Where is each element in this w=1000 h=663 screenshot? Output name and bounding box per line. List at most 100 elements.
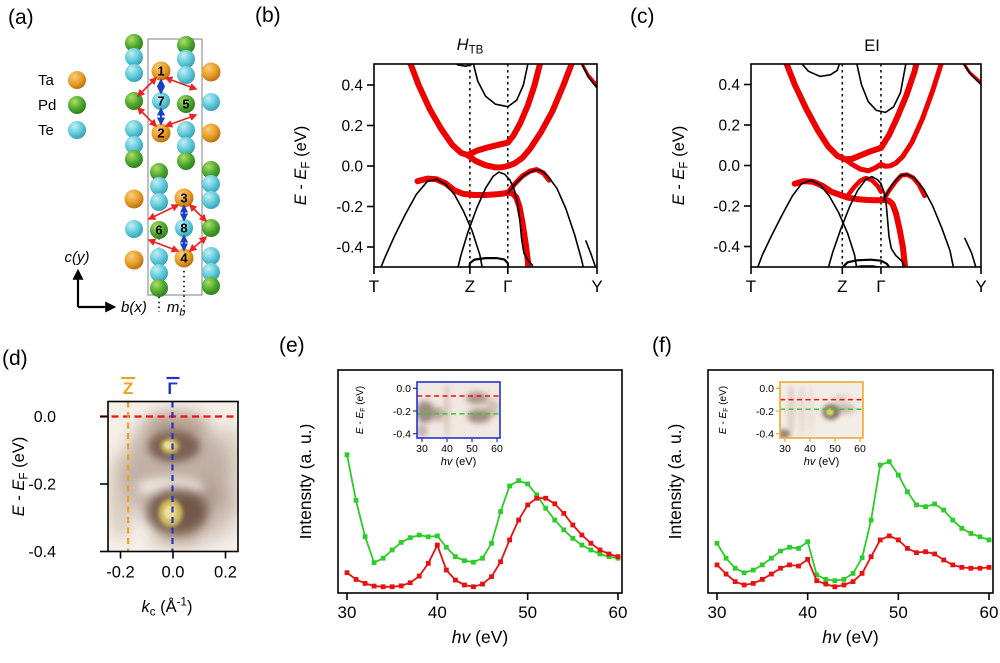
series-marker-red — [380, 584, 386, 590]
series-marker-red — [850, 579, 856, 585]
series-marker-green — [588, 547, 594, 553]
series-marker-green — [452, 554, 458, 560]
hopping-arrow-red — [188, 203, 208, 223]
series-marker-green — [534, 492, 540, 498]
band-blk — [506, 169, 585, 267]
inset-x-tick-label: 40 — [804, 443, 816, 455]
series-marker-red — [868, 554, 874, 560]
band-red — [845, 175, 884, 198]
k-tick-label: Y — [591, 277, 602, 296]
x-tick-label: 0.2 — [214, 564, 237, 582]
series-marker-red — [787, 562, 792, 568]
series-marker-red — [923, 549, 928, 555]
series-marker-green — [895, 472, 901, 478]
k-tick-label: T — [746, 277, 756, 296]
atom-te — [175, 219, 193, 237]
panel-d-label: (d) — [2, 347, 28, 370]
series-marker-red — [823, 581, 829, 587]
atom-ta — [151, 123, 171, 143]
inset-y-tick-label: -0.4 — [393, 429, 411, 441]
x-tick-label: 60 — [609, 603, 628, 622]
series-line-red — [716, 534, 990, 588]
band-blk — [801, 64, 841, 78]
k-tick-label: T — [369, 277, 379, 296]
series-marker-red — [525, 502, 531, 508]
series-marker-red — [480, 581, 485, 587]
series-marker-green — [832, 578, 838, 584]
heatmap-blob — [835, 404, 855, 414]
series-marker-green — [841, 576, 847, 582]
inset-x-axis-label: hv (eV) — [441, 456, 476, 468]
band-red — [580, 64, 597, 87]
series-marker-green — [498, 509, 503, 515]
atom-ta — [174, 188, 194, 208]
band-blk — [756, 179, 858, 267]
crystal-structure-panel: 1 7 2 5 3 8 4 6 Ta Pd Te c(y) b(x) mb — [38, 34, 221, 318]
series-marker-red — [389, 584, 395, 590]
band-red — [878, 64, 920, 151]
heatmap-blob — [148, 529, 201, 550]
series-marker-green — [344, 452, 350, 458]
x-tick-label: 60 — [980, 603, 999, 622]
band-blk — [455, 64, 472, 67]
series-marker-green — [471, 559, 476, 565]
k-tick-label: Z — [465, 277, 475, 296]
heatmap-blob — [217, 425, 238, 516]
series-marker-green — [570, 535, 576, 541]
heatmap-blob — [825, 408, 834, 416]
atom-te — [150, 193, 168, 211]
heatmap-blob — [485, 399, 500, 417]
hopping-arrow-red — [136, 76, 158, 98]
x-tick-label: 30 — [338, 603, 357, 622]
series-marker-red — [597, 547, 603, 553]
series-marker-red — [489, 574, 494, 580]
hopping-arrow-red — [147, 238, 180, 253]
y-axis-label: Intensity (a. u.) — [300, 424, 315, 540]
inset-x-tick-label: 50 — [829, 443, 841, 455]
x-tick-label: 50 — [889, 603, 908, 622]
series-marker-green — [714, 540, 720, 546]
atom-pd — [125, 34, 143, 52]
atom-ta — [124, 189, 144, 209]
atom-te — [125, 136, 143, 154]
band-red — [962, 64, 981, 84]
x-tick-label: 0.0 — [162, 564, 185, 582]
intensity-vs-hv-panel-e: 0.0 -0.2 -0.4 30 40 50 60 E - EF (eV) hv (eV) 30 4… — [300, 369, 628, 647]
series-marker-red — [462, 582, 467, 588]
axis-label-c: c(y) — [65, 249, 90, 266]
band-blk — [856, 64, 907, 114]
heatmap-blob — [466, 408, 492, 423]
series-marker-green — [796, 546, 802, 551]
atom-pd — [202, 219, 220, 237]
inset-x-axis-label: hv (eV) — [804, 456, 839, 468]
panel-a-label: (a) — [8, 6, 34, 29]
inset-x-tick-label: 60 — [854, 443, 866, 455]
series-marker-green — [968, 531, 974, 536]
hopping-arrow-red — [147, 204, 180, 220]
band-blk — [882, 173, 955, 267]
series-marker-green — [353, 498, 359, 503]
inset-y-tick-label: -0.2 — [756, 406, 774, 418]
heatmap-blob — [417, 400, 435, 424]
series-marker-red — [543, 495, 549, 501]
series-marker-green — [750, 567, 756, 573]
legend-ta-ball — [68, 71, 86, 89]
y-tick-label: 0.0 — [718, 158, 740, 175]
series-marker-green — [886, 459, 892, 465]
series-marker-red — [507, 537, 512, 543]
atom-ta — [201, 62, 221, 82]
y-axis-label: E - EF (eV) — [10, 437, 31, 517]
band-blk — [963, 64, 981, 86]
series-marker-green — [877, 462, 883, 468]
inset-border — [416, 381, 501, 439]
series-marker-red — [796, 563, 802, 569]
series-marker-red — [579, 532, 585, 538]
hopping-arrow-red — [164, 76, 198, 91]
series-marker-red — [769, 571, 774, 577]
inset-x-tick-label: 30 — [779, 443, 791, 455]
legend-pd-ball — [68, 96, 86, 114]
atom-te — [177, 50, 195, 68]
series-marker-green — [489, 540, 494, 546]
atom-te — [177, 66, 195, 84]
series-marker-red — [914, 550, 919, 556]
